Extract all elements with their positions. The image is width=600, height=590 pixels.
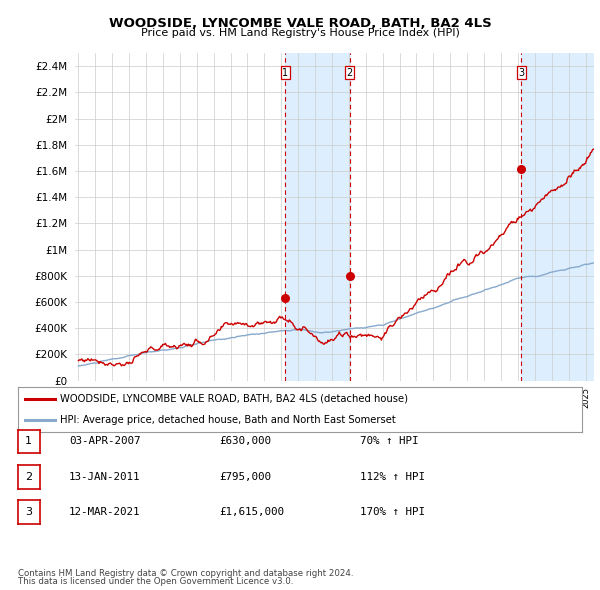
Text: £1,615,000: £1,615,000 — [219, 507, 284, 517]
Text: 170% ↑ HPI: 170% ↑ HPI — [360, 507, 425, 517]
Text: 1: 1 — [25, 437, 32, 446]
Text: 3: 3 — [25, 507, 32, 517]
Text: 12-MAR-2021: 12-MAR-2021 — [69, 507, 140, 517]
Text: WOODSIDE, LYNCOMBE VALE ROAD, BATH, BA2 4LS (detached house): WOODSIDE, LYNCOMBE VALE ROAD, BATH, BA2 … — [60, 394, 409, 404]
Text: 13-JAN-2011: 13-JAN-2011 — [69, 472, 140, 481]
Bar — [286, 53, 350, 381]
Text: Price paid vs. HM Land Registry's House Price Index (HPI): Price paid vs. HM Land Registry's House … — [140, 28, 460, 38]
Text: This data is licensed under the Open Government Licence v3.0.: This data is licensed under the Open Gov… — [18, 578, 293, 586]
Text: WOODSIDE, LYNCOMBE VALE ROAD, BATH, BA2 4LS: WOODSIDE, LYNCOMBE VALE ROAD, BATH, BA2 … — [109, 17, 491, 30]
Text: £795,000: £795,000 — [219, 472, 271, 481]
Text: 03-APR-2007: 03-APR-2007 — [69, 437, 140, 446]
Bar — [521, 53, 594, 381]
Text: 2: 2 — [346, 68, 353, 78]
Text: 3: 3 — [518, 68, 524, 78]
Text: 112% ↑ HPI: 112% ↑ HPI — [360, 472, 425, 481]
Text: 2: 2 — [25, 472, 32, 481]
Text: HPI: Average price, detached house, Bath and North East Somerset: HPI: Average price, detached house, Bath… — [60, 415, 396, 425]
Text: 1: 1 — [283, 68, 289, 78]
Text: £630,000: £630,000 — [219, 437, 271, 446]
Text: Contains HM Land Registry data © Crown copyright and database right 2024.: Contains HM Land Registry data © Crown c… — [18, 569, 353, 578]
Text: 70% ↑ HPI: 70% ↑ HPI — [360, 437, 419, 446]
